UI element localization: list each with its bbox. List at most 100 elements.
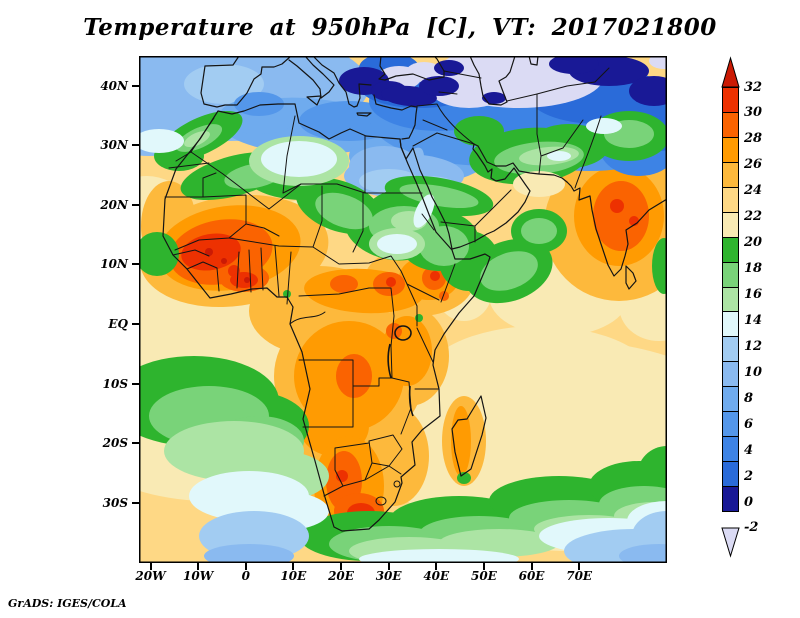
colorbar-label: 4 bbox=[744, 442, 754, 458]
y-tick-label: 40N bbox=[100, 78, 128, 93]
chart-title: Temperature at 950hPa [C], VT: 201702180… bbox=[83, 14, 717, 41]
colorbar-segment bbox=[722, 486, 739, 512]
colorbar-label: 28 bbox=[744, 131, 763, 147]
colorbar-label: 30 bbox=[744, 105, 763, 121]
colorbar-label: 16 bbox=[744, 287, 763, 303]
colorbar-label: -2 bbox=[744, 520, 759, 536]
lake-malawi bbox=[408, 385, 414, 417]
coast-caspian bbox=[469, 56, 516, 106]
x-tick-mark bbox=[387, 563, 390, 570]
plot-frame bbox=[139, 56, 667, 563]
coast-iberia bbox=[200, 56, 292, 108]
x-tick-mark bbox=[578, 563, 581, 570]
colorbar-segment bbox=[722, 136, 739, 163]
y-tick-label: 30S bbox=[102, 495, 128, 510]
y-tick-label: 30N bbox=[100, 138, 128, 153]
lake-tanganyika bbox=[387, 343, 392, 379]
colorbar-segment bbox=[722, 161, 739, 188]
x-tick-label: 60E bbox=[518, 569, 545, 583]
y-tick-label: EQ bbox=[108, 317, 128, 332]
x-tick-label: 30E bbox=[375, 569, 402, 583]
temperature-map bbox=[139, 56, 667, 563]
country-borders bbox=[164, 67, 610, 506]
y-tick-mark bbox=[132, 84, 139, 87]
y-tick-mark bbox=[132, 382, 139, 385]
x-tick-label: 20E bbox=[328, 569, 354, 583]
x-tick-label: 50E bbox=[470, 569, 497, 583]
colorbar-segment bbox=[722, 411, 739, 438]
colorbar-label: 22 bbox=[744, 209, 763, 225]
lakes bbox=[387, 325, 414, 417]
colorbar-label: 8 bbox=[744, 390, 754, 406]
colorbar-segment bbox=[722, 361, 739, 388]
x-tick-mark bbox=[340, 563, 343, 570]
band-over-32 bbox=[205, 248, 250, 283]
coast-balkans-greece bbox=[312, 56, 372, 108]
y-tick-label: 20N bbox=[100, 197, 128, 212]
x-tick-label: 10E bbox=[280, 569, 307, 583]
coast-anatolia-levant bbox=[373, 94, 418, 140]
coast-sicily bbox=[306, 95, 322, 106]
y-tick-mark bbox=[132, 144, 139, 147]
colorbar-segment bbox=[722, 186, 739, 213]
x-tick-mark bbox=[149, 563, 152, 570]
colorbar-arrows bbox=[721, 56, 740, 558]
south-blues bbox=[199, 511, 667, 563]
colorbar-segment bbox=[722, 236, 739, 263]
credit-label: GrADS: IGES/COLA bbox=[8, 597, 127, 610]
colorbar-label: 10 bbox=[744, 364, 763, 380]
y-tick-mark bbox=[132, 203, 139, 206]
colorbar-segment bbox=[722, 87, 739, 113]
coastlines bbox=[162, 56, 667, 532]
band-minus2-0 bbox=[339, 56, 667, 107]
colorbar-segment bbox=[722, 286, 739, 313]
coast-italy bbox=[288, 56, 335, 99]
y-tick-label: 20S bbox=[102, 436, 128, 451]
colorbar-label: 24 bbox=[744, 183, 763, 199]
lake-victoria bbox=[394, 325, 412, 341]
y-tick-mark bbox=[132, 501, 139, 504]
colorbar-segment bbox=[722, 436, 739, 463]
coast-sinai bbox=[399, 138, 414, 160]
colorbar-label: 32 bbox=[744, 79, 763, 95]
coast-crete bbox=[356, 112, 372, 117]
colorbar-segment bbox=[722, 336, 739, 363]
y-tick-mark bbox=[132, 263, 139, 266]
colorbar-label: 12 bbox=[744, 338, 763, 354]
coast-black-sea bbox=[378, 56, 445, 81]
y-tick-mark bbox=[132, 442, 139, 445]
colorbar-segment bbox=[722, 261, 739, 288]
coast-sri-lanka bbox=[625, 265, 637, 290]
colorbar-segment bbox=[722, 311, 739, 338]
colorbar-label: 14 bbox=[744, 312, 763, 328]
map-plot-area bbox=[139, 56, 667, 563]
x-tick-label: 20W bbox=[135, 569, 166, 583]
colorbar-segment bbox=[722, 461, 739, 487]
x-tick-label: 70E bbox=[566, 569, 593, 583]
coast-madagascar bbox=[451, 395, 487, 477]
colorbar-label: 0 bbox=[744, 494, 754, 510]
colorbar bbox=[722, 87, 739, 512]
coast-india bbox=[566, 181, 667, 277]
coast-africa bbox=[162, 103, 491, 532]
colorbar-label: 6 bbox=[744, 416, 754, 432]
x-tick-label: 0 bbox=[241, 569, 250, 583]
colorbar-label: 20 bbox=[744, 235, 763, 251]
colorbar-label: 2 bbox=[744, 468, 754, 484]
y-tick-label: 10N bbox=[100, 257, 128, 272]
x-tick-mark bbox=[292, 563, 295, 570]
colorbar-label: 18 bbox=[744, 261, 763, 277]
coast-aral bbox=[528, 56, 539, 66]
x-tick-mark bbox=[244, 563, 247, 570]
x-tick-label: 10W bbox=[183, 569, 214, 583]
colorbar-segment bbox=[722, 386, 739, 413]
y-tick-label: 10S bbox=[102, 376, 128, 391]
x-tick-mark bbox=[197, 563, 200, 570]
colorbar-under-arrow bbox=[721, 527, 740, 558]
colorbar-label: 26 bbox=[744, 157, 763, 173]
x-tick-label: 40E bbox=[423, 569, 450, 583]
x-tick-mark bbox=[482, 563, 485, 570]
coast-iran-gulf bbox=[473, 143, 568, 183]
x-tick-mark bbox=[530, 563, 533, 570]
